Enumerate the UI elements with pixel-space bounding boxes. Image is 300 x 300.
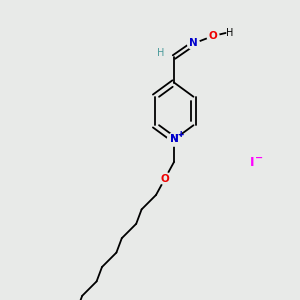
Text: +: + bbox=[178, 130, 184, 139]
Text: N: N bbox=[169, 134, 178, 145]
Text: O: O bbox=[160, 173, 169, 184]
Text: I: I bbox=[250, 155, 254, 169]
Circle shape bbox=[188, 38, 200, 50]
Text: −: − bbox=[255, 152, 264, 163]
Text: O: O bbox=[208, 31, 217, 41]
Text: H: H bbox=[157, 48, 164, 59]
Text: N: N bbox=[169, 134, 178, 145]
Circle shape bbox=[155, 48, 166, 59]
Circle shape bbox=[159, 172, 171, 184]
Text: +: + bbox=[178, 130, 184, 139]
Circle shape bbox=[207, 30, 219, 42]
Text: H: H bbox=[226, 28, 234, 38]
Circle shape bbox=[167, 133, 181, 146]
Text: N: N bbox=[189, 38, 198, 49]
